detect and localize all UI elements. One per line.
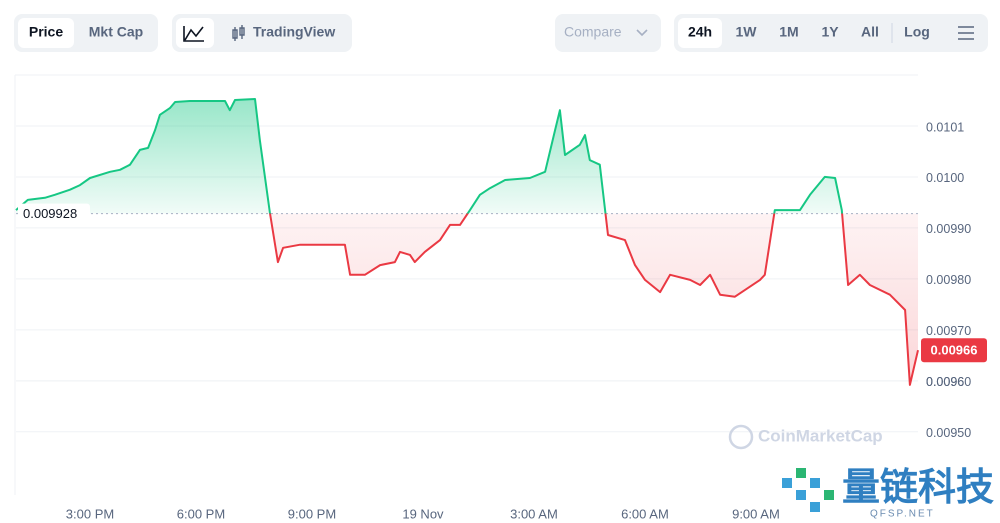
chart-style-group xyxy=(172,14,352,52)
pixel xyxy=(824,490,834,500)
range-group xyxy=(674,14,988,52)
brand-icon xyxy=(782,468,834,512)
mktcap-tab-label[interactable]: Mkt Cap xyxy=(89,24,143,40)
x-tick-label: 3:00 PM xyxy=(66,506,114,521)
plot: 0.00950 0.00960.00960 0.00970 0.00980 0.0099… xyxy=(15,98,987,521)
line-icon xyxy=(183,26,204,42)
baseline-label: 0.009928 xyxy=(23,206,77,221)
settings-icon[interactable] xyxy=(958,26,974,40)
y-tick-label: 0.0100 xyxy=(926,171,964,185)
price-tab[interactable] xyxy=(18,18,74,48)
last-price-label: 0.00966 xyxy=(931,343,978,358)
cmc-watermark: CoinMarketCap xyxy=(758,426,883,445)
x-tick-label: 9:00 PM xyxy=(288,506,336,521)
y-tick-label: 0.0101 xyxy=(926,120,964,134)
compare-label[interactable]: Compare xyxy=(564,24,622,40)
price-line xyxy=(15,98,919,386)
price-tab-label[interactable]: Price xyxy=(29,24,63,40)
pixel xyxy=(810,502,820,512)
log-label[interactable]: Log xyxy=(904,24,930,40)
x-tick-label: 6:00 PM xyxy=(177,506,225,521)
y-tick-label: 0.00970 xyxy=(926,324,971,338)
tradingview-label[interactable]: TradingView xyxy=(253,24,335,40)
pixel xyxy=(782,478,792,488)
compare-button[interactable] xyxy=(555,14,661,52)
area xyxy=(16,99,918,385)
range-label[interactable]: 24h xyxy=(688,24,712,40)
last-price-tag xyxy=(921,338,987,363)
x-tick-label: 9:00 AM xyxy=(732,506,780,521)
range-label[interactable]: All xyxy=(861,24,879,40)
y-tick-label: 0.00960 xyxy=(926,375,971,389)
x-tick-label: 3:00 AM xyxy=(510,506,558,521)
chevron xyxy=(636,29,648,37)
y-tick-label: 0.00990 xyxy=(926,222,971,236)
pixel xyxy=(810,478,820,488)
range-label[interactable]: 1W xyxy=(736,24,758,40)
y-tick-label: 0.00950 xyxy=(926,426,971,440)
brand-watermark: 量链科技 xyxy=(842,467,994,509)
x-tick-label: 19 Nov xyxy=(402,506,444,521)
y-tick-label: 0.00980 xyxy=(926,273,971,287)
range-label[interactable]: 1M xyxy=(779,24,798,40)
range-selected[interactable] xyxy=(678,18,722,48)
baseline-label-bg xyxy=(18,203,90,224)
pixel xyxy=(796,468,806,478)
cmc-logo xyxy=(728,424,754,450)
line-style-button[interactable] xyxy=(176,18,214,48)
brand-url: QFSP.NET xyxy=(870,509,935,520)
candle-icon xyxy=(232,25,245,41)
y-tick-label: 0.0096 xyxy=(926,375,964,389)
x-tick-label: 6:00 AM xyxy=(621,506,669,521)
pixel xyxy=(796,490,806,500)
range-label[interactable]: 1Y xyxy=(821,24,839,40)
